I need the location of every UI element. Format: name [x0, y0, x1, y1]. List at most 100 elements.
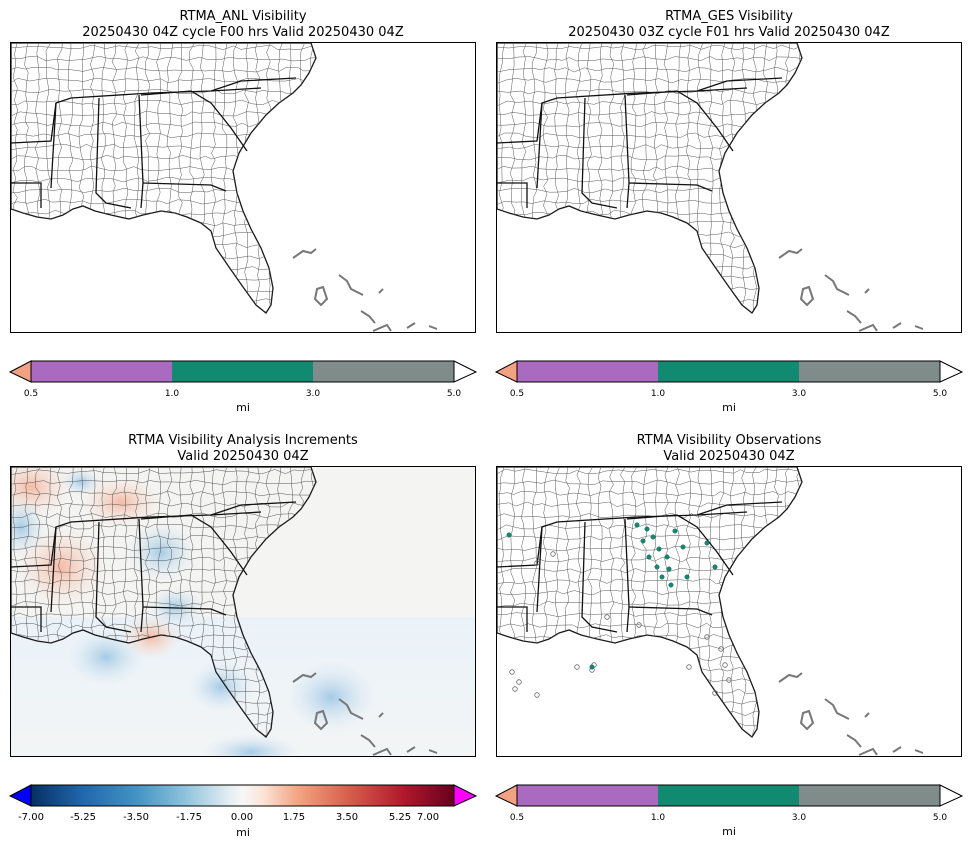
- state-boundary: [626, 90, 734, 152]
- island-outline: [378, 712, 384, 718]
- obs-marker-filled: [684, 574, 690, 580]
- colorbar-increments: -7.00 -5.25 -3.50 -1.75 0.00 1.75 3.50 5…: [8, 784, 478, 845]
- colorbar-inc-tick: -1.75: [176, 812, 202, 823]
- panel-obs-title-line1: RTMA Visibility Observations: [636, 433, 822, 448]
- state-boundary: [628, 606, 713, 616]
- map-ges-basemap: [497, 43, 924, 332]
- obs-marker-filled: [506, 532, 512, 538]
- obs-marker-hollow: [574, 664, 580, 670]
- island-outline: [428, 749, 438, 754]
- basemap-layer: [497, 43, 924, 332]
- state-boundary: [50, 526, 57, 613]
- island-outline: [892, 746, 902, 753]
- obs-marker-hollow: [704, 634, 710, 640]
- island-outline: [864, 712, 870, 718]
- colorbar-inc-tick: 5.25: [388, 812, 412, 823]
- obs-marker-hollow: [516, 679, 522, 685]
- state-boundary: [95, 97, 132, 209]
- basemap-layer: [11, 43, 438, 332]
- state-boundary: [497, 606, 528, 632]
- state-boundary: [140, 90, 248, 152]
- colorbar-ges-tick: 5.0: [932, 389, 948, 399]
- obs-marker-filled: [704, 540, 710, 546]
- island-outline: [778, 672, 803, 683]
- island-outline: [914, 749, 924, 754]
- state-boundary: [581, 97, 618, 209]
- obs-marker-filled: [644, 526, 650, 532]
- state-boundary: [210, 501, 297, 516]
- colorbar-ges-bar: [494, 360, 964, 383]
- obs-marker-hollow: [712, 690, 718, 696]
- map-increments: [10, 466, 476, 757]
- island-outline: [914, 325, 924, 330]
- obs-marker-filled: [659, 574, 665, 580]
- map-ges: [496, 42, 962, 333]
- colorbar-inc-bar: [8, 784, 478, 807]
- island-outline: [799, 285, 815, 307]
- obs-marker-hollow: [509, 669, 515, 675]
- obs-marker-hollow: [512, 686, 518, 692]
- island-outline: [892, 322, 902, 329]
- panel-obs-title: RTMA Visibility Observations Valid 20250…: [496, 433, 962, 465]
- panel-obs-title-line2: Valid 20250430 04Z: [663, 449, 795, 464]
- colorbar-inc-tick: -7.00: [18, 812, 44, 823]
- map-obs-station-markers: [506, 522, 732, 698]
- coastline: [497, 467, 803, 738]
- obs-marker-hollow: [604, 614, 610, 620]
- map-inc-shading: [11, 467, 475, 756]
- island-outline: [428, 325, 438, 330]
- state-boundary: [536, 526, 543, 613]
- coastline: [11, 43, 317, 314]
- colorbar-obs-tick: 0.5: [509, 813, 525, 823]
- obs-marker-filled: [668, 582, 674, 588]
- island-outline: [406, 322, 416, 329]
- state-boundary: [11, 182, 42, 208]
- colorbar-anl-bar: [8, 360, 478, 383]
- obs-marker-hollow: [686, 664, 692, 670]
- obs-marker-filled: [656, 546, 662, 552]
- obs-marker-filled: [664, 554, 670, 560]
- island-outline: [824, 698, 850, 720]
- island-outline: [824, 274, 850, 296]
- island-outline: [360, 310, 376, 324]
- obs-marker-filled: [634, 522, 640, 528]
- county-lines: [11, 467, 316, 737]
- island-outline: [313, 285, 329, 307]
- state-boundary: [581, 521, 618, 633]
- island-outline: [858, 323, 878, 332]
- island-outline: [292, 248, 317, 259]
- obs-marker-hollow: [718, 646, 724, 652]
- obs-marker-filled: [666, 566, 672, 572]
- obs-marker-filled: [654, 564, 660, 570]
- state-boundary: [696, 77, 783, 92]
- panel-inc-title: RTMA Visibility Analysis Increments Vali…: [10, 433, 476, 465]
- coastline: [11, 467, 317, 738]
- panel-ges-title: RTMA_GES Visibility 20250430 03Z cycle F…: [496, 9, 962, 41]
- state-boundary: [138, 94, 144, 209]
- map-anl-basemap: [11, 43, 438, 332]
- panel-anl-title-line2: 20250430 04Z cycle F00 hrs Valid 2025043…: [82, 25, 404, 40]
- colorbar-ges-tick: 3.0: [791, 389, 807, 399]
- colorbar-obs-unit: mi: [722, 825, 736, 838]
- colorbar-anl-tick: 5.0: [446, 389, 462, 399]
- state-boundary: [497, 182, 528, 208]
- state-boundary: [696, 501, 783, 516]
- island-outline: [292, 672, 317, 683]
- colorbar-anl-tick: 3.0: [305, 389, 321, 399]
- obs-marker-hollow: [550, 551, 556, 557]
- island-outline: [372, 747, 392, 756]
- state-boundary: [142, 182, 227, 192]
- colorbar-anl: 0.5 1.0 3.0 5.0 mi: [8, 360, 478, 421]
- state-boundary: [140, 514, 248, 576]
- island-outline: [338, 274, 364, 296]
- state-boundary: [142, 606, 227, 616]
- colorbar-obs-tick: 3.0: [791, 813, 807, 823]
- panel-ges-title-line2: 20250430 03Z cycle F01 hrs Valid 2025043…: [568, 25, 890, 40]
- island-outline: [799, 709, 815, 731]
- obs-marker-hollow: [636, 622, 642, 628]
- colorbar-inc-tick: -3.50: [123, 812, 149, 823]
- panel-anl-title-line1: RTMA_ANL Visibility: [179, 9, 307, 24]
- colorbar-ges-unit: mi: [722, 401, 736, 414]
- colorbar-anl-tick: 1.0: [164, 389, 180, 399]
- state-boundary: [624, 94, 630, 209]
